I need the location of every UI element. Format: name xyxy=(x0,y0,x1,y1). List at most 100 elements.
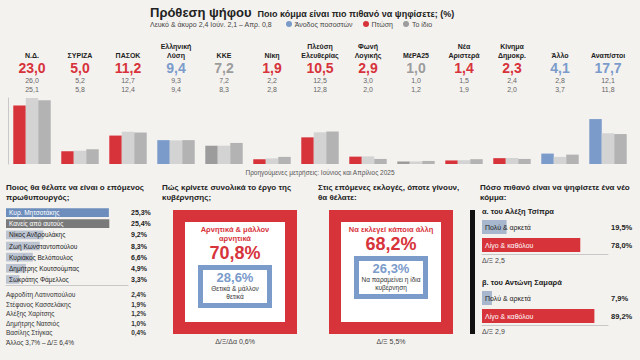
svg-text:Ζωή Κωνσταντοπούλου: Ζωή Κωνσταντοπούλου xyxy=(9,243,78,251)
html-text:28,6%: 28,6% xyxy=(216,270,254,285)
svg-text:Λύση: Λύση xyxy=(167,52,185,60)
svg-text:Νίκη: Νίκη xyxy=(264,52,279,60)
html-text:Να εκλεγεί κάποια άλλη: Να εκλεγεί κάποια άλλη xyxy=(348,225,434,234)
html-text:Πώς κρίνετε συνολικά το έργο τ: Πώς κρίνετε συνολικά το έργο της κυβέρνη… xyxy=(162,183,292,202)
svg-text:89,2%: 89,2% xyxy=(611,312,633,321)
svg-text:7,2: 7,2 xyxy=(214,60,234,76)
svg-text:ΠΑΣΟΚ: ΠΑΣΟΚ xyxy=(116,52,141,59)
html-text:1,9%: 1,9% xyxy=(131,300,146,308)
svg-text:Πλεύση: Πλεύση xyxy=(307,43,332,51)
svg-text:2,9: 2,9 xyxy=(358,60,378,76)
svg-text:Κυρ. Μητσοτάκης: Κυρ. Μητσοτάκης xyxy=(9,209,59,217)
svg-text:2,3: 2,3 xyxy=(502,60,522,76)
svg-text:17,7: 17,7 xyxy=(594,60,621,76)
svg-text:9,2%: 9,2% xyxy=(131,231,148,239)
svg-text:1,4: 1,4 xyxy=(454,60,474,76)
html-text:Πτώση: Πτώση xyxy=(371,20,393,28)
svg-text:5,0: 5,0 xyxy=(70,60,90,76)
svg-text:2,8: 2,8 xyxy=(267,86,277,93)
svg-text:Λογικής: Λογικής xyxy=(355,52,382,60)
svg-text:8,3: 8,3 xyxy=(219,86,229,93)
svg-text:Κίνημα: Κίνημα xyxy=(500,43,524,51)
html-text:70,8%: 70,8% xyxy=(209,243,261,263)
svg-text:Σωκράτης Φάμελλος: Σωκράτης Φάμελλος xyxy=(9,276,69,284)
html-text:β. του Αντώνη Σαμαρά: β. του Αντώνη Σαμαρά xyxy=(482,278,562,287)
svg-text:23,0: 23,0 xyxy=(18,60,45,76)
svg-text:2,2: 2,2 xyxy=(267,77,277,84)
svg-text:Ελληνική: Ελληνική xyxy=(161,43,192,51)
svg-text:Νίκος Ανδρουλάκης: Νίκος Ανδρουλάκης xyxy=(9,231,65,239)
html-text:Στις επόμενες εκλογές, όποτε γ: Στις επόμενες εκλογές, όποτε γίνουν, θα … xyxy=(318,183,460,202)
svg-text:9,4: 9,4 xyxy=(166,60,186,76)
svg-text:Αναπ/στοι: Αναπ/στοι xyxy=(591,52,625,59)
svg-text:Ελευθερίας: Ελευθερίας xyxy=(301,52,339,60)
svg-text:Δημοκρ.: Δημοκρ. xyxy=(498,52,526,60)
svg-text:11,8: 11,8 xyxy=(601,86,614,93)
svg-text:3,0: 3,0 xyxy=(363,77,373,84)
svg-text:5,8: 5,8 xyxy=(75,86,85,93)
svg-text:8,3%: 8,3% xyxy=(131,243,148,251)
svg-text:25,4%: 25,4% xyxy=(131,220,152,228)
html-text:α. του Αλέξη Τσίπρα: α. του Αλέξη Τσίπρα xyxy=(482,207,554,216)
html-text:Το ίδιο: Το ίδιο xyxy=(411,20,433,28)
html-text:Άνοδος ποσοστών: Άνοδος ποσοστών xyxy=(294,20,353,28)
svg-text:7,2: 7,2 xyxy=(219,77,229,84)
svg-text:Πολύ & αρκετά: Πολύ & αρκετά xyxy=(485,224,531,232)
html-text:Λευκό & άκυρο 2,4 Ιούν. 2,1 –: Λευκό & άκυρο 2,4 Ιούν. 2,1 – Απρ. 0,8 xyxy=(150,20,272,28)
svg-text:5,2: 5,2 xyxy=(75,77,85,84)
svg-text:Φωνή: Φωνή xyxy=(358,43,378,51)
svg-text:26,0: 26,0 xyxy=(25,77,39,84)
svg-text:9,3: 9,3 xyxy=(171,77,181,84)
svg-text:1,2: 1,2 xyxy=(411,86,421,93)
svg-text:Λίγο & καθόλου: Λίγο & καθόλου xyxy=(485,242,534,250)
html-text:Να παραμείνει η ίδια κυβέρνηση: Να παραμείνει η ίδια κυβέρνηση xyxy=(361,276,421,291)
svg-text:3,3%: 3,3% xyxy=(131,276,148,284)
svg-text:78,0%: 78,0% xyxy=(611,241,633,250)
svg-text:12,4: 12,4 xyxy=(121,86,135,93)
svg-text:12,1: 12,1 xyxy=(601,77,615,84)
svg-text:3,7: 3,7 xyxy=(555,86,565,93)
svg-text:6,6%: 6,6% xyxy=(131,254,148,262)
svg-text:4,1: 4,1 xyxy=(550,60,570,76)
html-text:Πρόθεση ψήφου Ποιο κόμμα είναι: Πρόθεση ψήφου Ποιο κόμμα είναι πιο πιθαν… xyxy=(150,5,455,20)
svg-text:Ν.Δ.: Ν.Δ. xyxy=(25,52,39,59)
html-text:Πόσο πιθανό είναι να ψηφίσετε: Πόσο πιθανό είναι να ψηφίσετε ένα νέο κό… xyxy=(480,183,630,202)
html-text:Στέφανος Κασσελάκης: Στέφανος Κασσελάκης xyxy=(6,300,71,308)
svg-text:ΜέΡΑ25: ΜέΡΑ25 xyxy=(403,52,429,59)
svg-text:1,5: 1,5 xyxy=(459,77,469,84)
svg-text:10,5: 10,5 xyxy=(306,60,333,76)
svg-text:9,4: 9,4 xyxy=(171,86,181,93)
svg-text:Κανείς από αυτούς: Κανείς από αυτούς xyxy=(9,220,63,228)
svg-text:Κυριάκος Βελόπουλος: Κυριάκος Βελόπουλος xyxy=(9,254,73,262)
svg-text:2,8: 2,8 xyxy=(555,77,565,84)
svg-text:4,9%: 4,9% xyxy=(131,265,148,273)
svg-text:ΚΚΕ: ΚΚΕ xyxy=(217,52,232,59)
svg-text:25,1: 25,1 xyxy=(25,86,39,93)
svg-text:ΣΥΡΙΖΑ: ΣΥΡΙΖΑ xyxy=(68,52,93,59)
svg-text:1,9: 1,9 xyxy=(459,86,469,93)
svg-text:Λίγο & καθόλου: Λίγο & καθόλου xyxy=(485,313,534,321)
html-text:Αρνητικά & μάλλον αρνητικά: Αρνητικά & μάλλον αρνητικά xyxy=(200,225,270,243)
svg-text:Πολύ & αρκετά: Πολύ & αρκετά xyxy=(485,295,531,303)
html-text:68,2%: 68,2% xyxy=(365,234,417,254)
svg-text:2,0: 2,0 xyxy=(363,86,373,93)
svg-text:Άλλο: Άλλο xyxy=(551,52,568,59)
svg-text:1,0: 1,0 xyxy=(406,60,426,76)
svg-text:25,3%: 25,3% xyxy=(131,209,152,217)
html-text:Ποιος θα θέλατε να είναι ο επό: Ποιος θα θέλατε να είναι ο επόμενος πρωθ… xyxy=(6,183,144,202)
svg-text:12,8: 12,8 xyxy=(313,86,327,93)
svg-text:19,5%: 19,5% xyxy=(611,223,633,232)
svg-text:1,9: 1,9 xyxy=(262,60,282,76)
html-text:Θετικά & μάλλον θετικά: Θετικά & μάλλον θετικά xyxy=(211,285,259,300)
svg-text:2,4: 2,4 xyxy=(507,77,517,84)
svg-text:1,0: 1,0 xyxy=(411,77,421,84)
svg-text:12,5: 12,5 xyxy=(313,77,327,84)
html-text:26,3%: 26,3% xyxy=(372,261,410,276)
svg-text:Αριστερά: Αριστερά xyxy=(448,52,480,60)
svg-text:Νέα: Νέα xyxy=(458,43,471,50)
svg-text:2,0: 2,0 xyxy=(507,86,517,93)
svg-text:7,9%: 7,9% xyxy=(611,294,628,303)
svg-text:11,2: 11,2 xyxy=(115,60,142,76)
svg-text:Δημήτρης Κουτσούμπας: Δημήτρης Κουτσούμπας xyxy=(9,265,79,273)
svg-text:12,7: 12,7 xyxy=(121,77,135,84)
